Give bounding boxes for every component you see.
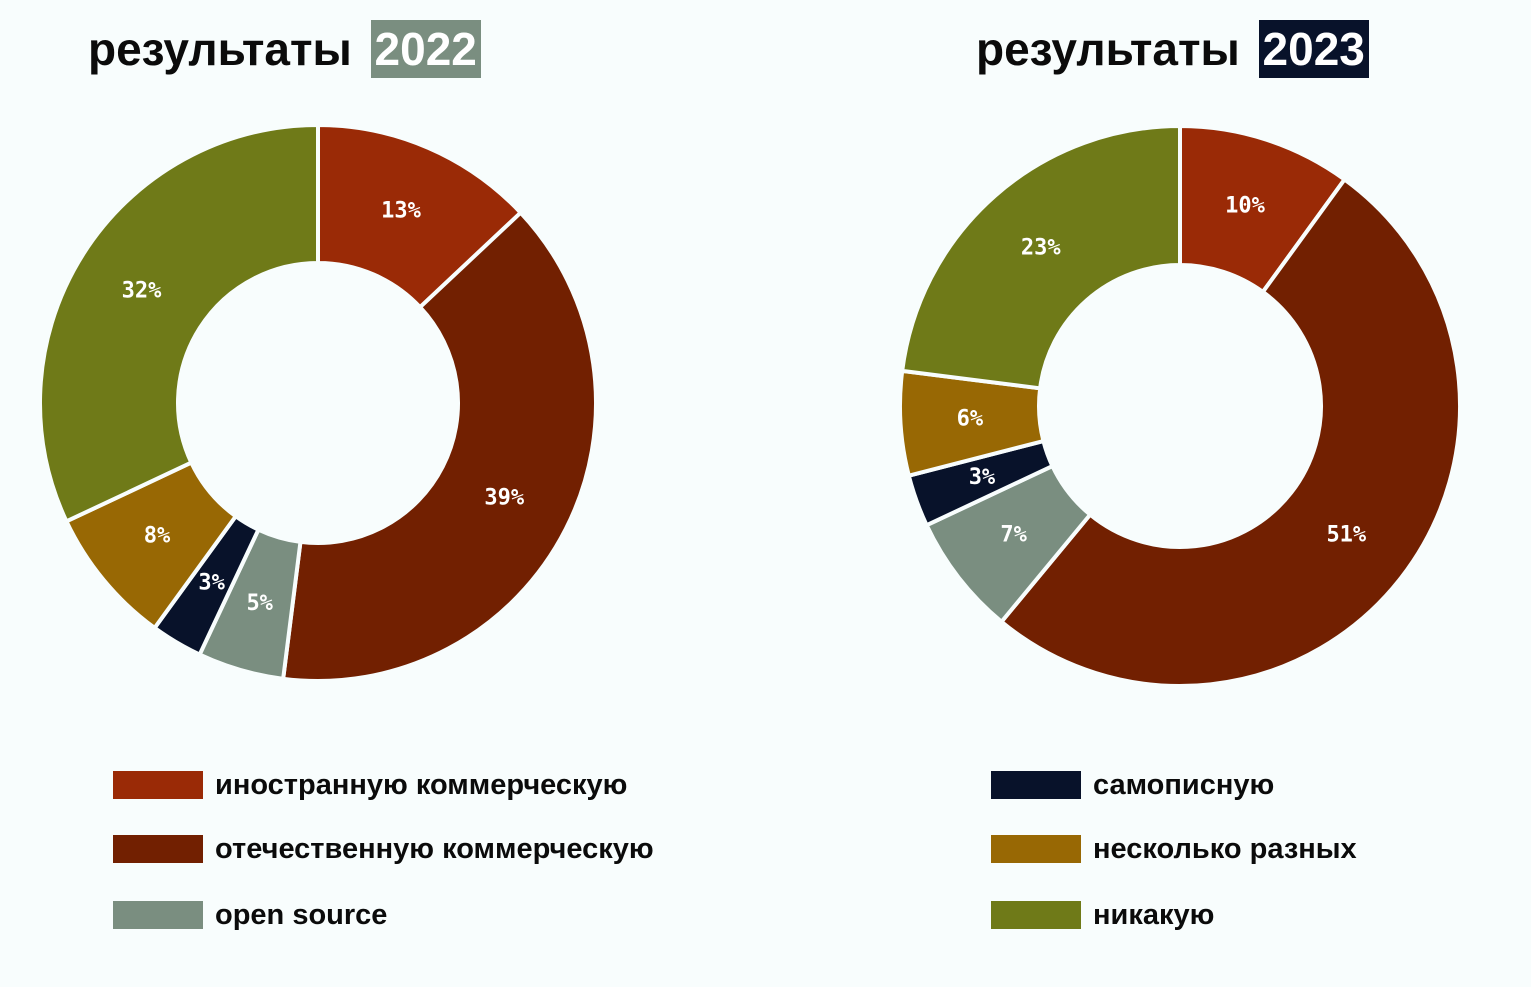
legend-swatch: [113, 901, 203, 929]
chart-title-2023: результаты 2023: [976, 18, 1369, 80]
slice-value-label: 7%: [1000, 523, 1027, 548]
slice-value-label: 39%: [484, 485, 524, 510]
slice-value-label: 13%: [381, 199, 421, 224]
slice-value-label: 3%: [198, 570, 225, 595]
slice-value-label: 23%: [1021, 236, 1061, 261]
donut-slice: [999, 177, 1462, 688]
legend-label: open source: [215, 898, 388, 931]
legend-swatch: [991, 901, 1081, 929]
legend-swatch: [113, 835, 203, 863]
slice-value-label: 5%: [246, 591, 273, 616]
chart-title-year-badge: 2022: [370, 20, 481, 78]
legend-item-several: несколько разных: [991, 832, 1357, 865]
legend-label: иностранную коммерческую: [215, 768, 628, 801]
donut-slice: [316, 123, 523, 310]
donut-chart-2022: 13% 39% 5% 3% 8% 32%: [38, 123, 598, 683]
chart-title-year-badge: 2023: [1258, 20, 1369, 78]
slice-value-label: 6%: [957, 407, 984, 432]
legend-item-open-source: open source: [113, 898, 388, 931]
slice-value-label: 51%: [1326, 523, 1366, 548]
legend-item-self-written: самописную: [991, 768, 1275, 801]
legend-item-domestic-commercial: отечественную коммерческую: [113, 832, 654, 865]
legend-swatch: [113, 771, 203, 799]
donut-slice: [281, 210, 598, 683]
legend-item-none: никакую: [991, 898, 1215, 931]
slice-value-label: 10%: [1225, 193, 1265, 218]
slice-value-label: 32%: [122, 279, 162, 304]
legend-item-foreign-commercial: иностранную коммерческую: [113, 768, 628, 801]
donut-slice: [38, 123, 320, 524]
legend-label: отечественную коммерческую: [215, 832, 654, 865]
legend-swatch: [991, 835, 1081, 863]
legend-swatch: [991, 771, 1081, 799]
legend-label: самописную: [1093, 768, 1275, 801]
donut-chart-2023: 10% 51% 7% 3% 6% 23%: [898, 124, 1462, 688]
donut-slice: [900, 124, 1182, 391]
chart-title-text: результаты: [88, 23, 352, 75]
legend-label: несколько разных: [1093, 832, 1357, 865]
legend-label: никакую: [1093, 898, 1215, 931]
chart-title-text: результаты: [976, 23, 1240, 75]
slice-value-label: 3%: [969, 465, 996, 490]
chart-title-2022: результаты 2022: [88, 18, 481, 80]
slice-value-label: 8%: [144, 524, 171, 549]
